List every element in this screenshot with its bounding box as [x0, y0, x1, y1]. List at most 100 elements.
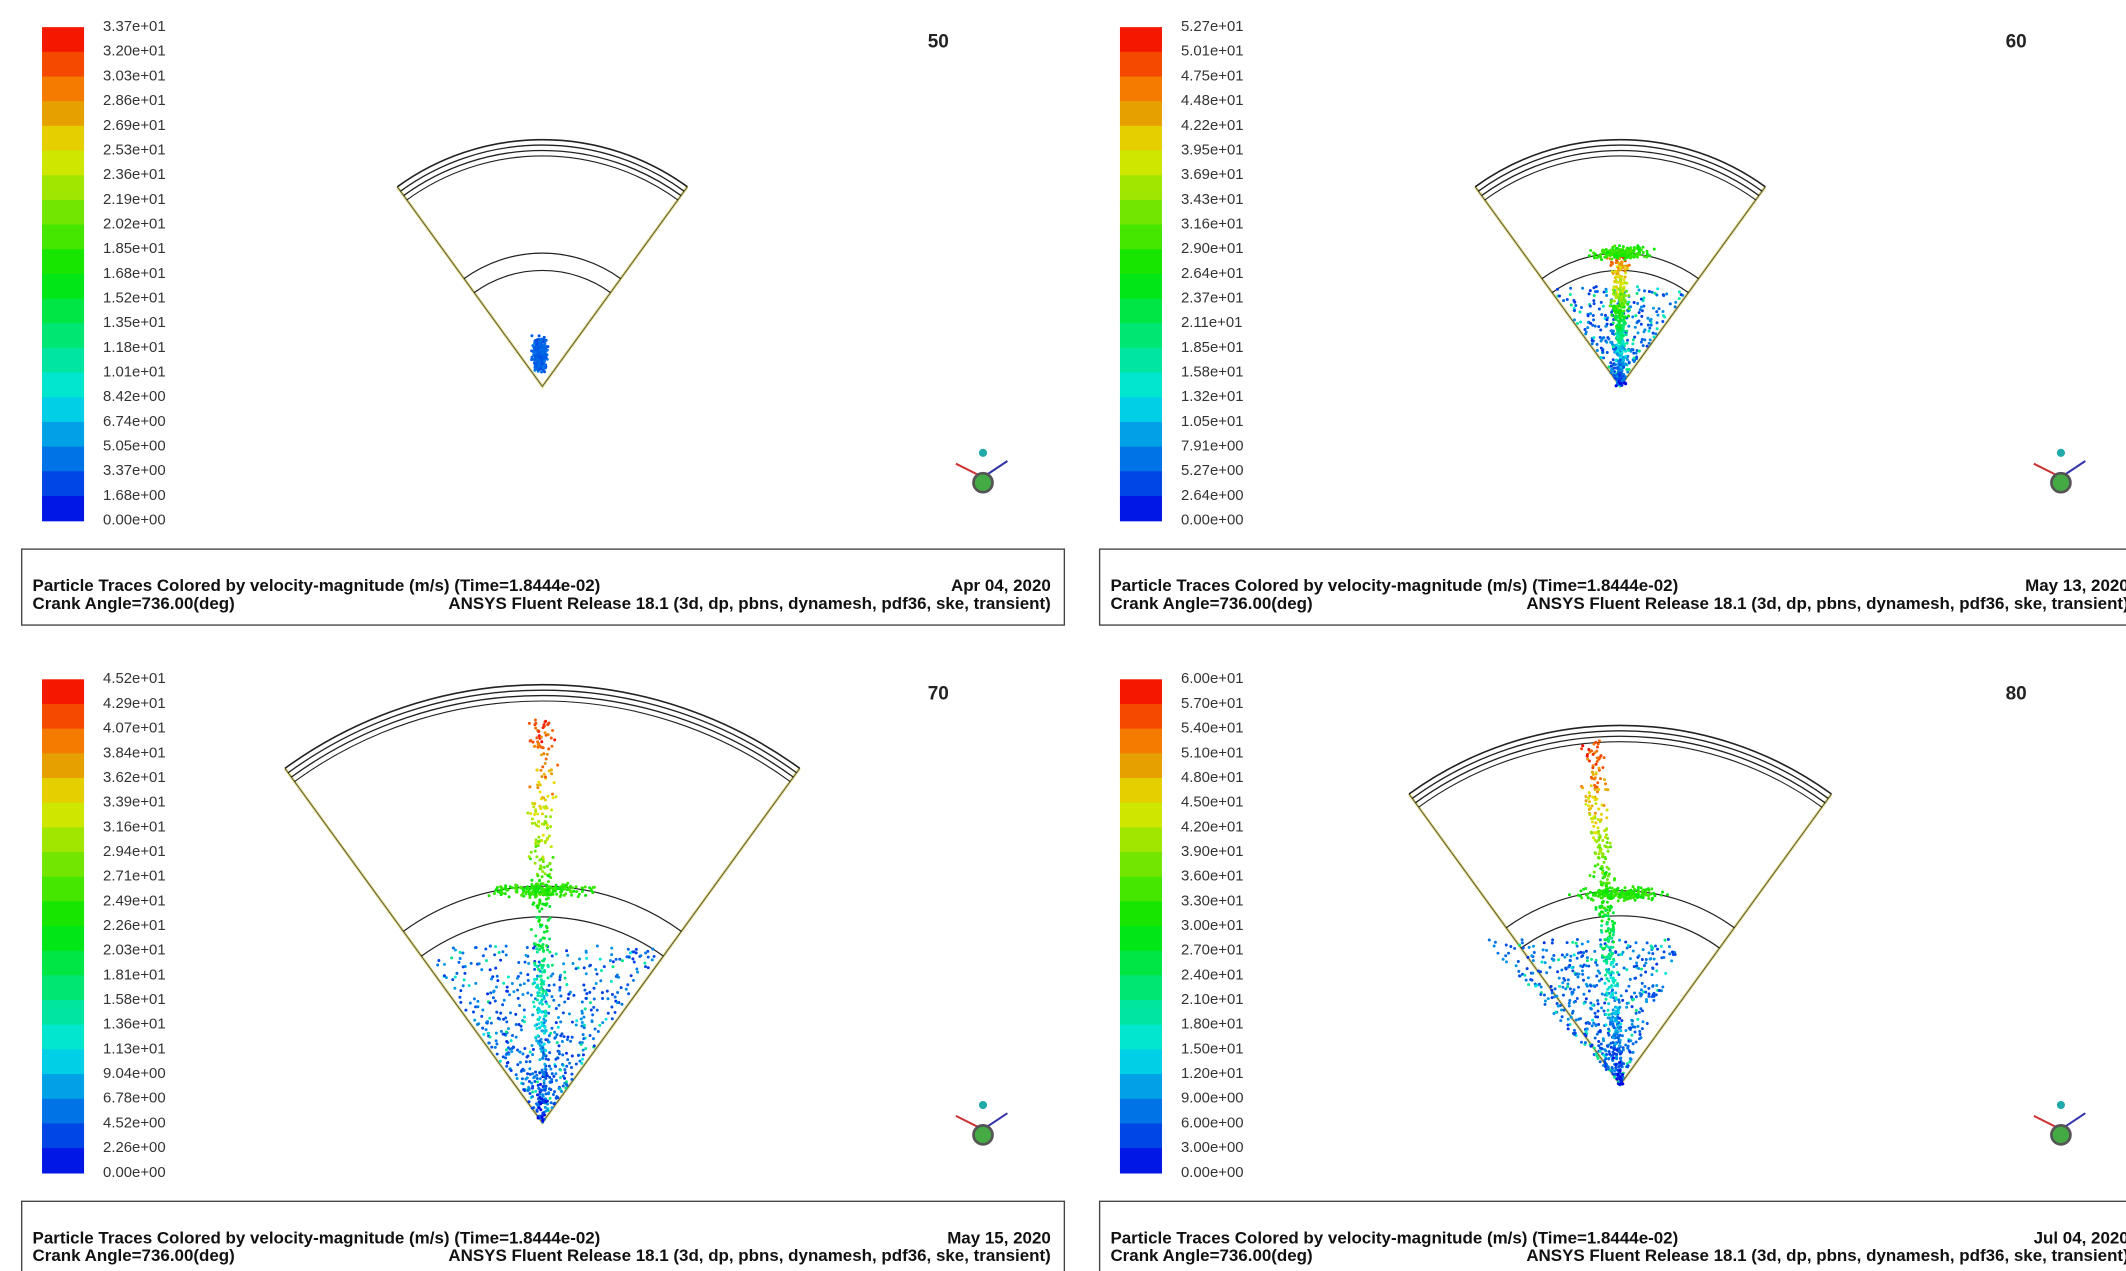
- particle: [1626, 303, 1629, 306]
- particle: [1600, 754, 1603, 757]
- particle: [1620, 1019, 1623, 1022]
- particle: [1601, 947, 1604, 950]
- colorbar-label: 0.00e+00: [1181, 1165, 1244, 1181]
- particle: [541, 1029, 544, 1032]
- particle: [536, 786, 539, 789]
- particle: [1595, 750, 1598, 753]
- particle: [540, 986, 543, 989]
- colorbar-label: 2.10e+01: [1181, 992, 1244, 1008]
- particle: [548, 905, 551, 908]
- particle: [1621, 282, 1624, 285]
- particle: [1625, 968, 1628, 971]
- particle: [1589, 874, 1592, 877]
- colorbar-label: 2.86e+01: [103, 93, 166, 109]
- particle: [1606, 878, 1609, 881]
- particle: [1597, 808, 1600, 811]
- particle: [549, 1067, 552, 1070]
- particle: [1615, 296, 1618, 299]
- particle: [1646, 317, 1649, 320]
- particle: [578, 1060, 581, 1063]
- particle: [554, 1072, 557, 1075]
- colorbar-label: 5.70e+01: [1181, 696, 1244, 712]
- particle: [453, 987, 456, 990]
- particle: [538, 1106, 541, 1109]
- colorbar-swatch: [42, 1099, 84, 1124]
- particle: [542, 1073, 545, 1076]
- particle: [1627, 307, 1630, 310]
- particle: [489, 945, 492, 948]
- colorbar-swatch: [42, 975, 84, 1000]
- particle: [1571, 941, 1574, 944]
- particle: [482, 1033, 485, 1036]
- particle: [532, 903, 535, 906]
- particle: [1557, 958, 1560, 961]
- particle: [531, 1095, 534, 1098]
- particle: [544, 1038, 547, 1041]
- particle: [1594, 812, 1597, 815]
- particle: [529, 887, 532, 890]
- particle: [489, 1035, 492, 1038]
- particle: [1605, 889, 1608, 892]
- colorbar-swatch: [1120, 76, 1162, 101]
- particle: [503, 1033, 506, 1036]
- particle: [459, 989, 462, 992]
- particle: [538, 1026, 541, 1029]
- particle: [1605, 883, 1608, 886]
- particle: [459, 951, 462, 954]
- particle: [555, 1007, 558, 1010]
- particle: [529, 1092, 532, 1095]
- particle: [1612, 977, 1615, 980]
- particle: [582, 1037, 585, 1040]
- colorbar-label: 4.75e+01: [1181, 68, 1244, 84]
- particle: [507, 1027, 510, 1030]
- particle: [1513, 947, 1516, 950]
- particle: [1590, 1008, 1593, 1011]
- particle: [1581, 942, 1584, 945]
- particle: [541, 1119, 544, 1122]
- particle: [1661, 891, 1664, 894]
- particle: [533, 813, 536, 816]
- particle: [499, 1060, 502, 1063]
- particle: [1587, 896, 1590, 899]
- colorbar-label: 2.36e+01: [103, 167, 166, 183]
- particle: [1594, 252, 1597, 255]
- particle: [1568, 893, 1571, 896]
- particle: [1640, 315, 1643, 318]
- particle: [550, 737, 553, 740]
- particle: [1602, 336, 1605, 339]
- particle: [565, 1052, 568, 1055]
- particle: [1632, 338, 1635, 341]
- particle: [542, 858, 545, 861]
- particle: [1640, 305, 1643, 308]
- particle: [1615, 998, 1618, 1001]
- particle: [1585, 1022, 1588, 1025]
- particle: [1570, 303, 1573, 306]
- colorbar-label: 2.90e+01: [1181, 241, 1244, 257]
- particle: [549, 917, 552, 920]
- particle: [551, 1106, 554, 1109]
- particle: [496, 975, 499, 978]
- particle: [540, 746, 543, 749]
- caption-crank: Crank Angle=736.00(deg): [33, 594, 235, 613]
- particle: [545, 1092, 548, 1095]
- particle: [1594, 1037, 1597, 1040]
- particle: [1629, 1039, 1632, 1042]
- particle: [1552, 954, 1555, 957]
- particle: [1647, 324, 1650, 327]
- particle: [1605, 960, 1608, 963]
- particle: [580, 1024, 583, 1027]
- particle: [1606, 901, 1609, 904]
- particle: [1591, 1043, 1594, 1046]
- particle: [1616, 984, 1619, 987]
- particle: [632, 979, 635, 982]
- particle: [500, 889, 503, 892]
- particle: [539, 923, 542, 926]
- particle: [512, 990, 515, 993]
- particle: [515, 1036, 518, 1039]
- particle: [519, 984, 522, 987]
- particle: [570, 894, 573, 897]
- particle: [571, 1054, 574, 1057]
- particle: [1603, 907, 1606, 910]
- particle: [544, 345, 547, 348]
- particle: [486, 1020, 489, 1023]
